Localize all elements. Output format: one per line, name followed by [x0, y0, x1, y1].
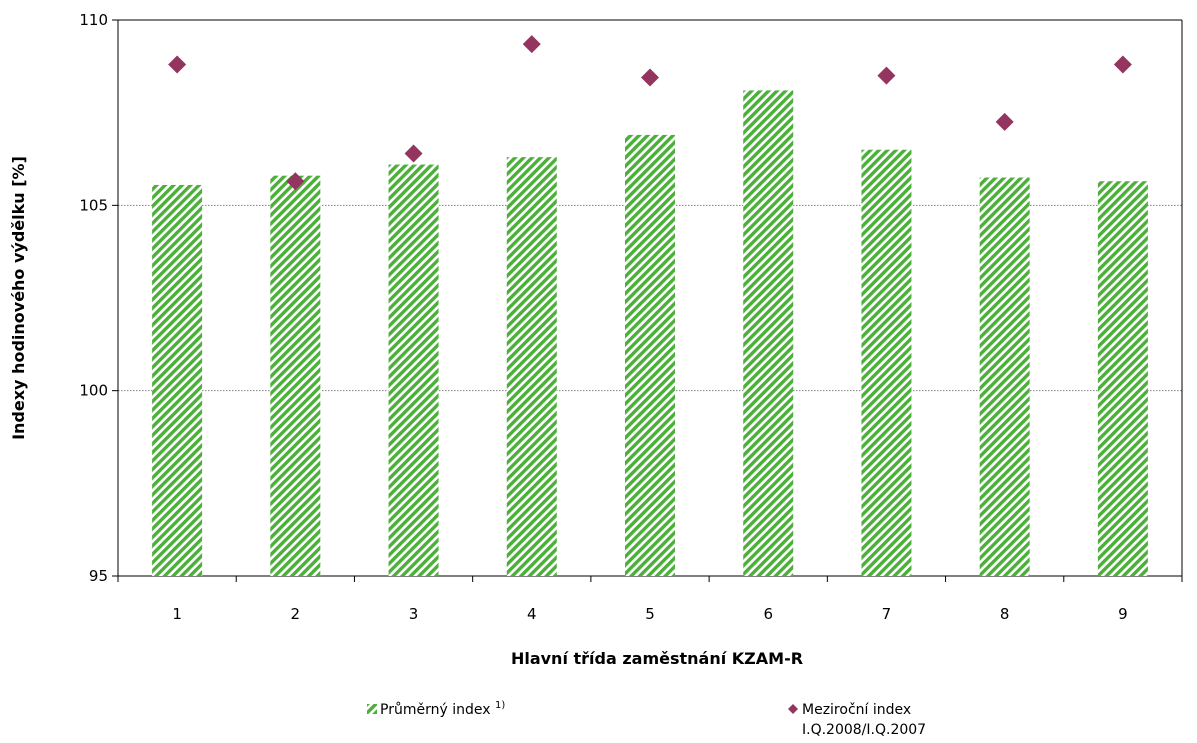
y-tick-label: 110 — [79, 11, 108, 29]
bar — [1097, 181, 1148, 577]
bar — [270, 175, 321, 576]
y-tick-label: 95 — [89, 567, 108, 585]
bar — [152, 184, 203, 577]
x-tick-label: 2 — [291, 605, 301, 623]
bar — [979, 177, 1030, 577]
diamond-point — [286, 172, 305, 191]
legend-diamond-swatch — [788, 704, 798, 714]
svg-text:Průměrný index 1): Průměrný index 1) — [380, 700, 505, 718]
diamond-point — [522, 35, 541, 54]
x-axis-title: Hlavní třída zaměstnání KZAM-R — [511, 649, 803, 668]
diamond-point — [404, 144, 423, 163]
x-tick-label: 8 — [1000, 605, 1010, 623]
legend-bar-swatch — [367, 704, 377, 714]
bar — [388, 164, 439, 576]
y-axis-title: Indexy hodinového výdělku [%] — [9, 156, 28, 440]
bar — [861, 149, 912, 576]
x-tick-label: 9 — [1118, 605, 1128, 623]
y-tick-labels: 95 100 105 110 — [79, 11, 108, 585]
x-tick-label: 4 — [527, 605, 537, 623]
legend-bar-superscript: 1) — [495, 700, 505, 711]
bar-series — [152, 90, 1148, 577]
y-tick-label: 100 — [79, 382, 108, 400]
diamond-point — [995, 112, 1014, 131]
x-tick-label: 3 — [409, 605, 419, 623]
legend-bar-label: Průměrný index — [380, 702, 491, 718]
bar — [743, 90, 794, 576]
diamond-point — [1113, 55, 1132, 74]
legend-item-marker: Meziroční index I.Q.2008/I.Q.2007 — [788, 702, 926, 738]
legend: Průměrný index 1) Meziroční index I.Q.20… — [367, 700, 926, 738]
diamond-point — [877, 66, 896, 85]
x-tick-label: 5 — [645, 605, 655, 623]
bar — [625, 134, 675, 576]
bar — [506, 157, 557, 576]
x-tick-label: 6 — [763, 605, 773, 623]
legend-marker-label: Meziroční index — [802, 702, 911, 718]
x-tick-labels: 1 2 3 4 5 6 7 8 9 — [172, 605, 1127, 623]
x-tick-label: 7 — [882, 605, 892, 623]
y-tick-label: 105 — [79, 196, 108, 214]
legend-item-bar: Průměrný index 1) — [367, 700, 505, 718]
diamond-point — [641, 68, 659, 87]
diamond-point — [168, 55, 187, 74]
legend-marker-label-line2: I.Q.2008/I.Q.2007 — [802, 722, 926, 738]
marker-series — [168, 35, 1132, 191]
x-tick-label: 1 — [172, 605, 182, 623]
